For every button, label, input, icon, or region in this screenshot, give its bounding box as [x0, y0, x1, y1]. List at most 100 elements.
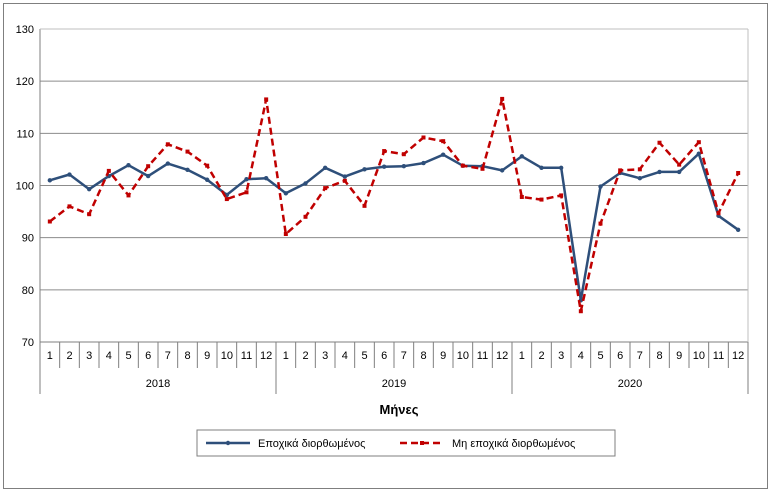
x-tick-label-month: 6 — [381, 350, 387, 362]
y-tick-label: 80 — [22, 285, 34, 297]
x-tick-label-month: 12 — [496, 350, 508, 362]
data-point — [440, 152, 446, 157]
data-point — [598, 184, 603, 189]
data-point — [578, 309, 583, 314]
data-point — [185, 149, 190, 154]
data-point — [441, 139, 446, 144]
x-tick-label-month: 5 — [125, 350, 131, 362]
data-point — [204, 177, 210, 182]
data-point — [303, 181, 308, 186]
y-tick-label: 110 — [16, 128, 34, 140]
data-point — [323, 186, 328, 191]
x-axis-title: Μήνες — [380, 402, 419, 417]
data-point — [696, 151, 702, 156]
series-line-2 — [49, 97, 740, 313]
data-point — [322, 165, 328, 170]
x-tick-label-month: 8 — [184, 350, 190, 362]
x-tick-label-year: 2018 — [146, 378, 170, 390]
x-tick-label-month: 3 — [86, 350, 92, 362]
data-point — [637, 167, 642, 172]
x-tick-label-month: 9 — [440, 350, 446, 362]
data-point — [480, 166, 485, 171]
data-point — [205, 163, 210, 168]
x-tick-label-year: 2020 — [618, 378, 642, 390]
data-point — [637, 175, 643, 181]
x-tick-label-month: 6 — [617, 350, 623, 362]
data-point — [500, 96, 505, 101]
data-point — [598, 221, 603, 226]
data-point — [559, 193, 564, 198]
data-point — [676, 169, 682, 175]
data-point — [519, 154, 525, 159]
x-tick-label-month: 12 — [732, 350, 744, 362]
data-point — [264, 97, 269, 102]
data-point — [499, 168, 505, 173]
data-point — [716, 211, 721, 216]
data-point — [657, 140, 662, 145]
y-tick-label: 130 — [16, 24, 34, 36]
x-tick-label-month: 2 — [538, 350, 544, 362]
x-tick-label-month: 4 — [578, 350, 584, 362]
x-tick-label-month: 9 — [204, 350, 210, 362]
data-point — [696, 140, 701, 145]
x-tick-label-month: 9 — [676, 350, 682, 362]
x-tick-label-month: 6 — [145, 350, 151, 362]
data-point — [736, 170, 741, 175]
data-point — [244, 177, 249, 182]
x-tick-label-month: 11 — [713, 350, 724, 362]
data-point — [421, 135, 426, 140]
x-tick-label-month: 7 — [637, 350, 643, 362]
x-tick-label-month: 10 — [221, 350, 233, 362]
data-point — [735, 227, 741, 233]
data-point — [657, 169, 662, 175]
x-tick-label-month: 1 — [47, 350, 53, 362]
data-point — [362, 167, 367, 172]
data-point — [67, 172, 72, 177]
x-tick-label-month: 5 — [361, 350, 367, 362]
data-point — [519, 194, 524, 199]
x-tick-label-month: 12 — [260, 350, 272, 362]
data-point — [401, 152, 406, 157]
data-point — [283, 232, 288, 237]
x-tick-label-month: 4 — [342, 350, 348, 362]
x-tick-label-month: 11 — [241, 350, 252, 362]
data-point — [303, 214, 308, 219]
x-tick-label-month: 1 — [283, 350, 289, 362]
chart-frame — [3, 3, 768, 489]
data-point — [185, 167, 190, 173]
data-point — [224, 197, 229, 202]
data-point — [381, 164, 387, 169]
data-point — [401, 163, 407, 169]
x-tick-label-month: 8 — [420, 350, 426, 362]
data-point — [126, 162, 131, 168]
legend-label-2: Μη εποχικά διορθωμένος — [452, 438, 575, 450]
x-tick-label-month: 10 — [457, 350, 469, 362]
data-point — [263, 175, 269, 181]
legend-marker-2 — [420, 441, 424, 445]
data-point — [126, 193, 131, 198]
x-tick-label-month: 8 — [656, 350, 662, 362]
data-point — [145, 173, 151, 179]
x-tick-label-month: 5 — [597, 350, 603, 362]
y-tick-label: 100 — [16, 181, 34, 193]
y-tick-label: 90 — [22, 233, 34, 245]
x-tick-label-month: 7 — [165, 350, 171, 362]
data-point — [342, 178, 347, 183]
x-tick-label-month: 10 — [693, 350, 705, 362]
series-line-1 — [49, 152, 739, 302]
x-tick-label-month: 2 — [302, 350, 308, 362]
data-point — [677, 162, 682, 167]
y-tick-label: 70 — [22, 337, 34, 349]
data-point — [362, 203, 367, 208]
legend-label-1: Εποχικά διορθωμένος — [258, 438, 365, 450]
x-tick-label-month: 7 — [401, 350, 407, 362]
data-point — [244, 190, 249, 195]
legend-marker-1 — [225, 440, 231, 446]
data-point — [106, 168, 111, 173]
data-point — [47, 178, 53, 183]
y-tick-label: 120 — [16, 76, 34, 88]
data-point — [342, 174, 348, 179]
x-tick-label-month: 11 — [477, 350, 488, 362]
data-point — [539, 165, 544, 170]
